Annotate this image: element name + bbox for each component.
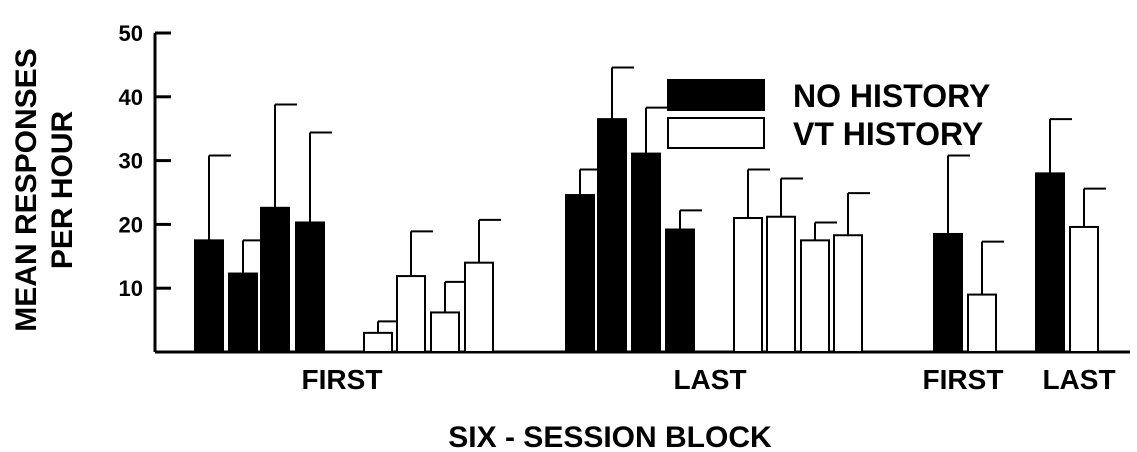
plot-area: 10 20 30 40 50 FIRST LAST FIRST LAST	[119, 21, 1130, 395]
bar-vt-history	[967, 293, 997, 353]
bar-no-history	[228, 272, 258, 353]
bar-vt-history	[464, 261, 494, 353]
bar-vt-history	[766, 215, 796, 353]
legend-swatch-no-history	[667, 79, 765, 111]
y-axis-title: MEAN RESPONSES PER HOUR	[10, 48, 79, 331]
legend-label-no-history: NO HISTORY	[793, 78, 990, 114]
x-axis-title: SIX - SESSION BLOCK	[448, 421, 772, 452]
bar-no-history	[194, 239, 224, 354]
x-category-label: FIRST	[923, 364, 1004, 395]
bar-vt-history	[1069, 225, 1099, 353]
bar-no-history	[295, 221, 325, 353]
y-tick-label: 20	[119, 212, 143, 237]
bar-no-history	[933, 232, 963, 353]
y-tick-label: 30	[119, 149, 143, 174]
y-tick-label: 50	[119, 21, 143, 46]
y-tick-label: 10	[119, 276, 143, 301]
bar-vt-history	[430, 311, 460, 353]
bar-no-history	[1035, 172, 1065, 353]
bar-vt-history	[833, 234, 863, 353]
bar-vt-history	[396, 275, 426, 353]
x-category-label: LAST	[673, 364, 746, 395]
x-category-label: FIRST	[302, 364, 383, 395]
x-category-label: LAST	[1042, 364, 1115, 395]
bar-no-history	[631, 152, 661, 353]
bar-vt-history	[800, 239, 830, 354]
y-axis-title-line-1: MEAN RESPONSES	[10, 48, 43, 331]
legend-swatch-vt-history	[667, 117, 765, 149]
bar-no-history	[260, 206, 290, 353]
bar-vt-history	[363, 331, 393, 353]
bar-vt-history	[733, 217, 763, 353]
legend-label-vt-history: VT HISTORY	[793, 116, 983, 152]
bar-no-history	[597, 118, 627, 353]
bar-no-history	[665, 228, 695, 353]
y-axis-title-line-2: PER HOUR	[46, 110, 79, 269]
bar-no-history	[565, 194, 595, 353]
y-tick-label: 40	[119, 85, 143, 110]
